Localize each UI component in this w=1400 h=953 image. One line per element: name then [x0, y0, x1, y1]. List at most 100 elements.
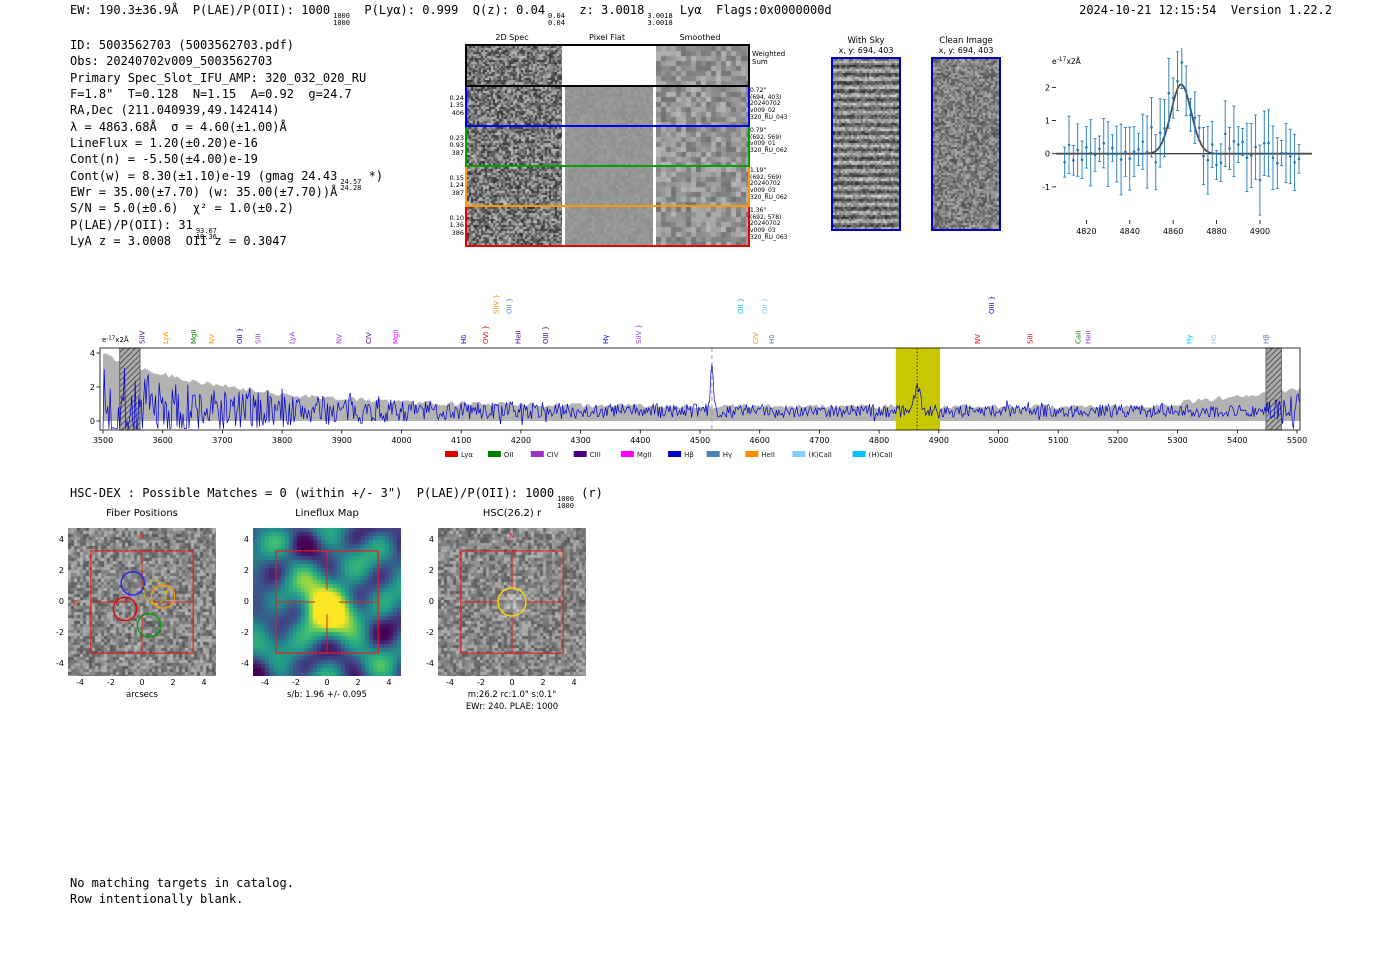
- legend-swatch: [745, 451, 759, 457]
- line-label-hγ: Hγ: [1185, 335, 1193, 344]
- legend-label: HeII: [761, 451, 775, 459]
- report-timestamp: 2024-10-21 12:15:54 Version 1.22.2: [1079, 3, 1332, 17]
- catalog-match-line: HSC-DEX : Possible Matches = 0 (within +…: [70, 486, 603, 509]
- spectrum-line: [102, 362, 1300, 430]
- y-tick-label: 0: [428, 597, 434, 606]
- data-point: [1262, 141, 1266, 145]
- line-label-oii: OII }: [761, 298, 769, 314]
- info-line-text: P(LAE)/P(OII): 31: [70, 217, 193, 232]
- y-tick-label: -2: [426, 628, 434, 637]
- smoothed-cutout: [656, 207, 748, 245]
- x-tick-label: 0: [324, 678, 330, 687]
- panel-hsc: HSC(26.2) r N -4 -4 -2 -2 0 0 2 2 4 4 m:26.2 rc:1.0"…: [398, 506, 598, 741]
- data-point: [1128, 157, 1132, 160]
- data-point: [1176, 79, 1179, 83]
- info-line-text: EWr = 35.00(±7.70) (w: 35.00(±7.70))Å: [70, 185, 338, 200]
- fiber-circle: [120, 571, 146, 596]
- cutout-panels-section: Fiber Positions N E -4 -4 -2 -2 0 0 2 2 4 4 arcsecs Li…: [0, 506, 1400, 741]
- z-type: Lyα: [679, 3, 702, 17]
- cutout-row-fiber-1: 0.24 1.35 406 0.72" (694, 403) 20240702 v009_0…: [450, 85, 787, 127]
- fiber-weight-labels: 0.24 1.35 406: [449, 94, 464, 117]
- legend-label: Lyα: [461, 451, 473, 459]
- sky-panel-title: With Sky: [847, 36, 885, 46]
- fiber-overlay: NE: [73, 532, 194, 654]
- legend-swatch: [668, 451, 682, 457]
- line-label-oii: OII }: [505, 298, 513, 314]
- gaussian-fit-line: [1056, 83, 1312, 155]
- legend-swatch: [706, 451, 720, 457]
- info-line-9: EWr = 35.00(±7.70) (w: 35.00(±7.70))Å: [70, 184, 383, 200]
- smoothed-cutout: [656, 87, 748, 125]
- info-line-text: Obs: 20240702v009_5003562703: [70, 54, 273, 69]
- pixelflat-cutout: [565, 127, 653, 165]
- y-tick-label: -4: [241, 659, 249, 668]
- data-point: [1249, 154, 1253, 157]
- fiber-id-labels: 0.72" (694, 403) 20240702 v009_02 320_RU_043: [750, 87, 788, 121]
- data-point: [1171, 96, 1175, 100]
- y-tick-label: -1: [1042, 183, 1050, 192]
- arcsecs-axis-label: arcsecs: [126, 690, 158, 700]
- data-point: [1232, 139, 1236, 143]
- x-tick-label: 0: [139, 678, 145, 687]
- fiber-circle: [112, 596, 138, 622]
- with-sky-panel: With Sky x, y: 694, 403: [830, 36, 902, 235]
- info-line-text: ID: 5003562703 (5003562703.pdf): [70, 38, 294, 52]
- y-tick-label: 4: [428, 535, 434, 544]
- pixelflat-blank: [565, 46, 653, 85]
- x-tick-label: -4: [446, 678, 454, 687]
- info-line-7: Cont(n) = -5.50(±4.00)e-19: [70, 151, 383, 167]
- legend-label: CIV: [547, 451, 559, 459]
- data-point: [1197, 126, 1201, 130]
- line-label-siiv: SiIV }: [635, 324, 643, 344]
- amp-image-canvas: [931, 57, 1001, 231]
- info-line-10: S/N = 5.0(±0.6) χ² = 1.0(±0.2): [70, 200, 383, 216]
- amp-image-canvas: [831, 57, 901, 231]
- data-point: [1241, 140, 1244, 144]
- info-line-0: ID: 5003562703 (5003562703.pdf): [70, 37, 383, 53]
- info-line-text: Cont(n) = -5.50(±4.00)e-19: [70, 152, 258, 167]
- x-tick-label: 5100: [1048, 436, 1068, 445]
- info-line-8: Cont(w) = 8.30(±1.10)e-19 (gmag 24.43 24.…: [70, 168, 383, 192]
- data-point: [1124, 150, 1127, 154]
- panel-title: Fiber Positions: [106, 508, 178, 519]
- data-point: [1180, 61, 1184, 64]
- legend-swatch: [445, 451, 458, 457]
- data-point: [1167, 91, 1171, 95]
- cutout-row-weighted: [465, 44, 750, 87]
- sky-panel-coords: x, y: 694, 403: [938, 46, 994, 55]
- pixelflat-cutout: [565, 87, 653, 125]
- data-point: [1193, 116, 1197, 120]
- data-point: [1271, 156, 1275, 160]
- compass-n-label: N: [509, 532, 514, 540]
- x-tick-label: 4400: [630, 436, 650, 445]
- y-tick-label: 2: [1045, 83, 1050, 92]
- x-tick-label: 3700: [212, 436, 232, 445]
- y-tick-label: 2: [90, 383, 95, 392]
- legend-label: MgII: [637, 451, 652, 459]
- data-point: [1137, 148, 1140, 151]
- line-label-hγ: Hγ: [602, 335, 610, 344]
- x-tick-label: 3600: [153, 436, 173, 445]
- pixelflat-cutout: [565, 207, 653, 245]
- full-spectrum-chart: 3500 3600 3700 3800 3900 4000 4100 4200 4300 4400…: [90, 294, 1307, 459]
- data-point: [1154, 160, 1158, 164]
- y-tick-label: -4: [56, 659, 64, 668]
- data-point: [1254, 145, 1257, 149]
- spec2d-cutout: [467, 46, 562, 85]
- x-tick-label: 0: [509, 678, 515, 687]
- legend-swatch: [487, 451, 501, 457]
- fiber-circle: [150, 584, 176, 609]
- x-tick-label: 4900: [1250, 227, 1270, 236]
- data-point: [1089, 151, 1093, 155]
- x-tick-label: 4200: [511, 436, 531, 445]
- data-point: [1284, 151, 1288, 155]
- fiber-cutout-grid: 2D Spec Pixel Flat Smoothed 0.24 1.35 406 0…: [450, 33, 787, 254]
- data-point: [1258, 178, 1262, 182]
- data-point: [1132, 150, 1136, 153]
- compass-e-label: E: [73, 599, 77, 607]
- x-tick-label: 3900: [332, 436, 352, 445]
- x-tick-label: 4840: [1120, 227, 1140, 236]
- flags-value: Flags:0x0000000d: [716, 3, 832, 17]
- x-tick-label: 4880: [1206, 227, 1226, 236]
